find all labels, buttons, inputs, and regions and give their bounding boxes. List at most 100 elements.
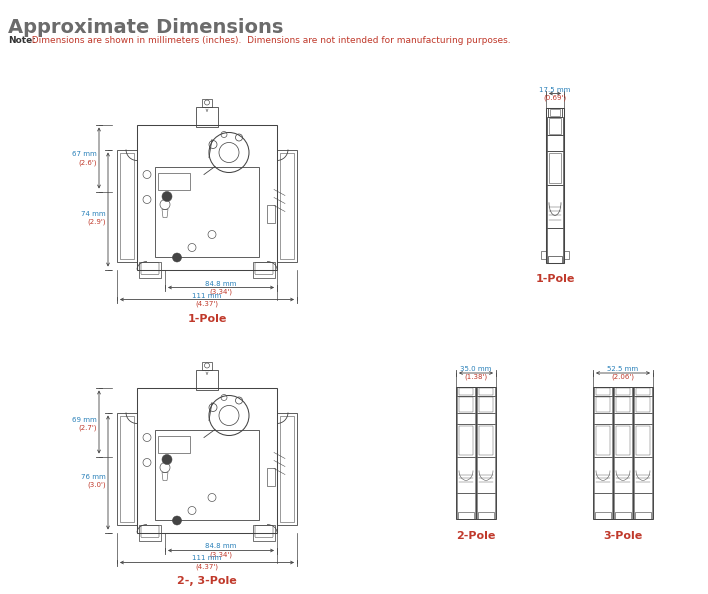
Bar [541, 251, 546, 258]
Bar [613, 387, 633, 519]
Bar [634, 396, 652, 413]
Bar [616, 397, 630, 412]
Bar [139, 261, 161, 277]
Text: 35.0 mm: 35.0 mm [460, 366, 491, 372]
Bar [547, 151, 563, 185]
Text: (2.9'): (2.9') [88, 219, 106, 225]
Bar [202, 99, 212, 106]
Bar [634, 457, 652, 492]
Bar [546, 108, 564, 263]
Bar [594, 413, 612, 424]
Bar [616, 426, 630, 455]
Text: (2.6'): (2.6') [79, 159, 97, 166]
Bar [158, 172, 190, 189]
Bar [196, 369, 218, 390]
Bar [596, 426, 610, 455]
Bar [280, 153, 294, 258]
Bar [253, 261, 275, 277]
Text: 84.8 mm: 84.8 mm [205, 544, 236, 549]
Bar [459, 388, 473, 395]
Bar [596, 388, 610, 395]
Bar [547, 117, 563, 135]
Bar [479, 397, 493, 412]
Bar [479, 426, 493, 455]
Bar [594, 492, 612, 519]
Bar [253, 525, 275, 541]
Bar [594, 457, 612, 492]
Text: (2.06'): (2.06') [612, 374, 634, 381]
Bar [634, 492, 652, 519]
Text: 3-Pole: 3-Pole [603, 531, 643, 541]
Text: (3.34'): (3.34') [210, 289, 232, 295]
Bar [479, 388, 493, 395]
Bar [596, 397, 610, 412]
Bar [477, 396, 495, 413]
Text: (3.0'): (3.0') [87, 482, 106, 488]
Bar [635, 512, 651, 519]
Bar [456, 387, 476, 519]
Text: 52.5 mm: 52.5 mm [607, 366, 639, 372]
Text: 111 mm: 111 mm [193, 292, 222, 299]
Bar [477, 492, 495, 519]
Bar [614, 387, 632, 396]
Bar [280, 415, 294, 522]
Bar [117, 412, 137, 525]
Bar [616, 388, 630, 395]
Bar [549, 153, 561, 183]
Text: 74 mm: 74 mm [81, 211, 106, 217]
Text: Dimensions are shown in millimeters (inches).  Dimensions are not intended for m: Dimensions are shown in millimeters (inc… [26, 36, 510, 45]
Bar [636, 426, 650, 455]
Bar [614, 396, 632, 413]
Bar [196, 106, 218, 127]
Bar [277, 150, 297, 261]
Text: (1.38'): (1.38') [464, 374, 488, 381]
Text: (0.69'): (0.69') [544, 94, 566, 101]
Bar [634, 424, 652, 457]
Bar [614, 424, 632, 457]
Bar [137, 125, 277, 270]
Bar [458, 512, 474, 519]
Circle shape [162, 191, 172, 201]
Bar [117, 150, 137, 261]
Bar [457, 492, 475, 519]
Circle shape [173, 253, 181, 262]
Bar [457, 424, 475, 457]
Text: 67 mm: 67 mm [72, 151, 97, 157]
Bar [636, 397, 650, 412]
Bar [120, 153, 134, 258]
Bar [477, 457, 495, 492]
Bar [595, 512, 611, 519]
Bar [634, 387, 652, 396]
Text: Note:: Note: [8, 36, 36, 45]
Text: (2.7'): (2.7') [79, 424, 97, 431]
Text: 1-Pole: 1-Pole [188, 314, 227, 324]
Text: (4.37'): (4.37') [195, 301, 219, 307]
Bar [633, 387, 653, 519]
Bar [614, 413, 632, 424]
Bar [155, 166, 259, 257]
Bar [120, 415, 134, 522]
Bar [615, 512, 631, 519]
Bar [634, 413, 652, 424]
Bar [548, 255, 562, 263]
Text: 2-, 3-Pole: 2-, 3-Pole [177, 577, 237, 586]
Text: 111 mm: 111 mm [193, 555, 222, 561]
Text: 1-Pole: 1-Pole [535, 274, 575, 285]
Text: 84.8 mm: 84.8 mm [205, 280, 236, 286]
Bar [593, 387, 613, 519]
Bar [476, 387, 496, 519]
Text: 2-Pole: 2-Pole [457, 531, 496, 541]
Text: (3.34'): (3.34') [210, 551, 232, 558]
Bar [594, 396, 612, 413]
Bar [137, 387, 277, 532]
Bar [564, 251, 569, 258]
Bar [267, 467, 275, 485]
Text: 76 mm: 76 mm [81, 474, 106, 480]
Bar [550, 109, 560, 116]
Bar [277, 412, 297, 525]
Text: 69 mm: 69 mm [72, 416, 97, 422]
Bar [636, 388, 650, 395]
Bar [267, 204, 275, 223]
Bar [478, 512, 494, 519]
Bar [457, 457, 475, 492]
